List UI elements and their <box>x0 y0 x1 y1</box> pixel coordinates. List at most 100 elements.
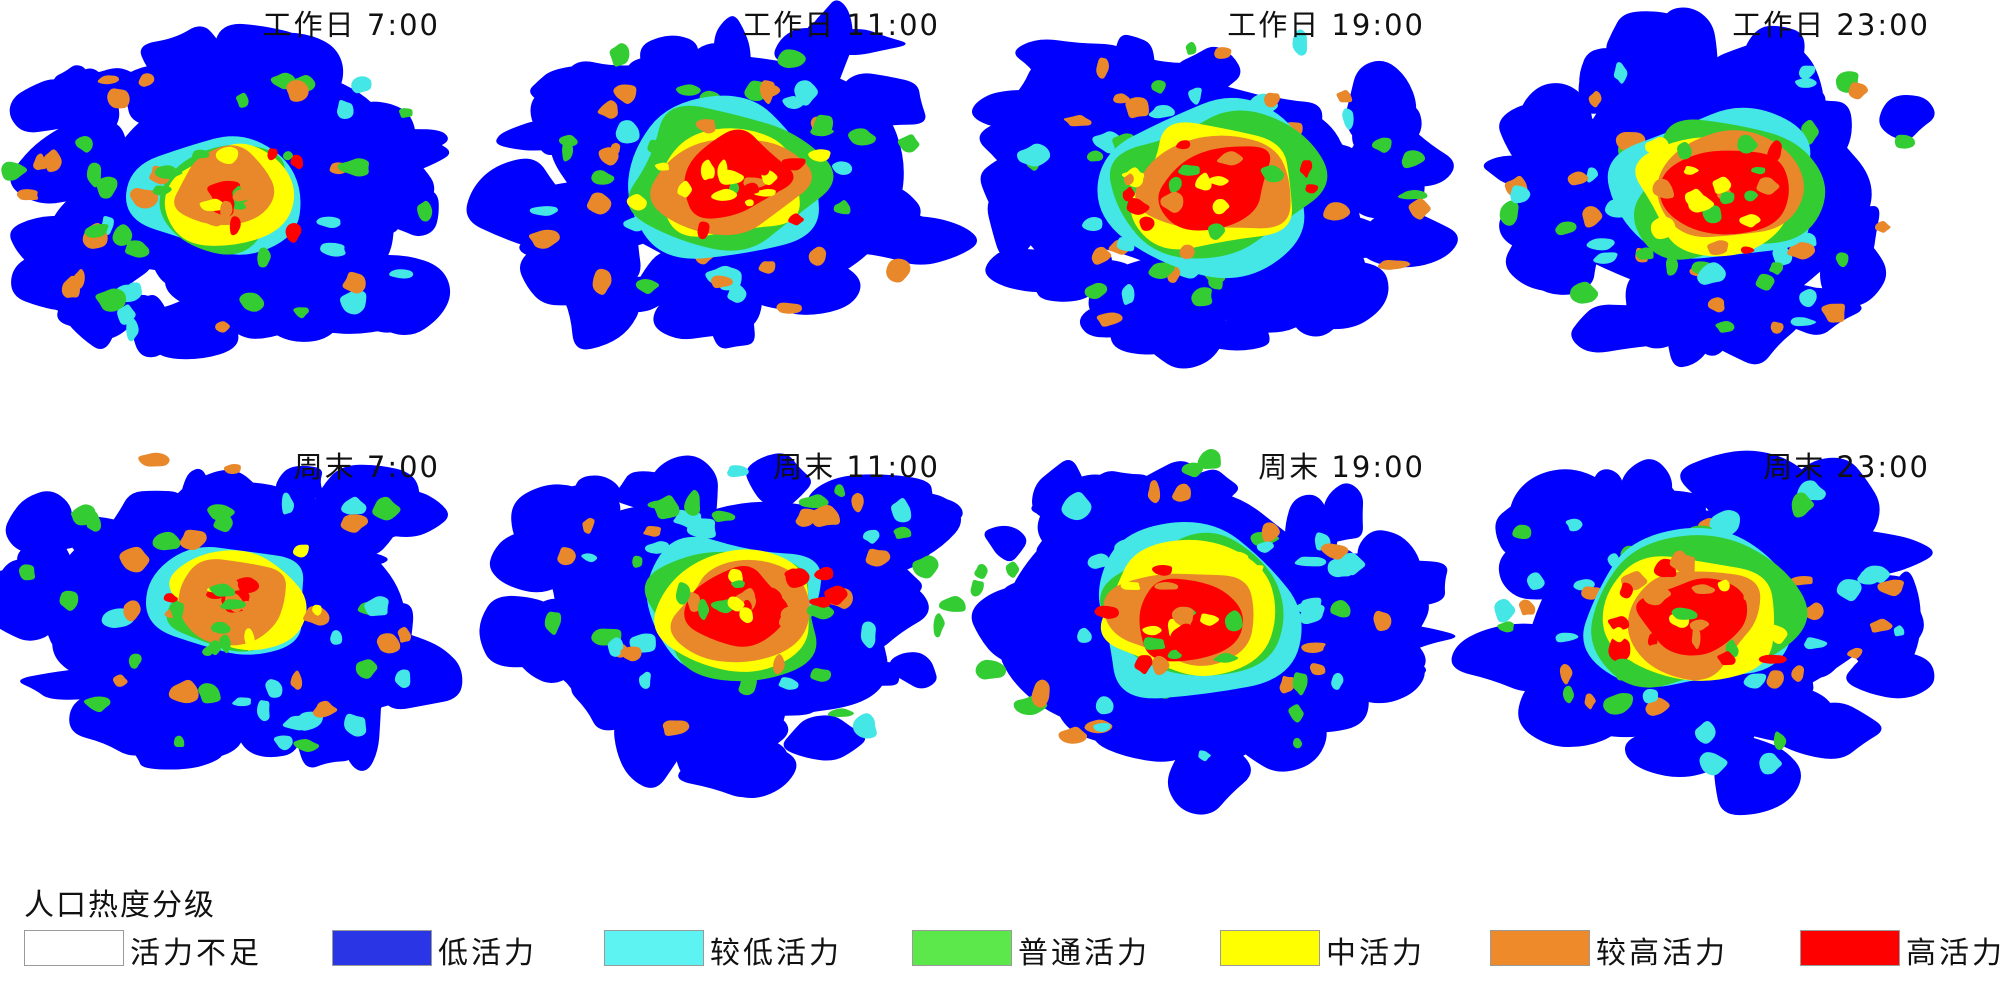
heat-blob <box>1151 80 1166 94</box>
heat-blob <box>154 165 183 179</box>
heat-blob <box>550 635 601 690</box>
heat-blob <box>1170 623 1195 642</box>
heat-blob <box>256 700 270 722</box>
heat-blob <box>257 247 271 268</box>
heat-blob <box>107 88 130 109</box>
heat-blob <box>615 120 640 144</box>
heat-blob <box>773 654 785 675</box>
heat-blob <box>718 169 745 185</box>
heat-blob <box>1167 649 1182 660</box>
heat-blob <box>1669 550 1692 574</box>
heat-blob <box>1751 166 1766 175</box>
heat-blob <box>1497 621 1515 633</box>
heat-blob <box>832 161 853 175</box>
heat-blob <box>1063 114 1092 127</box>
heat-blob <box>1769 624 1788 644</box>
heat-blob <box>1200 613 1220 626</box>
heat-blob <box>1121 283 1135 305</box>
heat-blob <box>678 735 788 798</box>
heat-blob <box>1758 654 1787 664</box>
heat-blob <box>677 180 692 198</box>
heat-blob <box>1743 588 1757 604</box>
heat-blob <box>700 159 715 181</box>
heat-blob <box>198 683 221 704</box>
heat-blob <box>1743 673 1767 689</box>
heatmap-weekday-0700 <box>1 23 451 360</box>
legend-swatch <box>24 930 124 966</box>
heat-blob <box>1126 198 1150 215</box>
heat-blob <box>1613 62 1628 84</box>
heat-blob <box>16 189 39 201</box>
heat-blob <box>1244 565 1264 574</box>
heat-blob <box>1086 150 1104 162</box>
heat-blob <box>1061 492 1092 521</box>
heat-blob <box>95 288 127 312</box>
heat-blob <box>1791 492 1815 518</box>
heat-blob <box>586 192 612 215</box>
heat-blob <box>1179 244 1195 260</box>
heat-blob <box>312 604 322 616</box>
heat-blob <box>1603 692 1634 715</box>
heat-blob <box>340 514 369 533</box>
heat-blob <box>72 504 96 526</box>
heat-blob <box>1798 65 1816 79</box>
legend-swatch <box>912 930 1012 966</box>
heat-blob <box>215 146 239 165</box>
legend-swatch <box>1490 930 1590 966</box>
heat-blob <box>1160 191 1184 213</box>
legend-label: 较高活力 <box>1596 936 1728 971</box>
heat-blob <box>597 100 618 119</box>
legend-label: 较低活力 <box>710 936 842 971</box>
heat-blob <box>1095 696 1114 715</box>
heat-blob <box>528 229 560 249</box>
heat-blob <box>112 674 128 687</box>
heat-blob <box>557 547 576 566</box>
heat-blob <box>1647 633 1658 646</box>
heat-blob <box>1185 41 1197 55</box>
heat-blob <box>417 200 433 222</box>
heat-blob <box>1652 178 1675 199</box>
heat-blob <box>626 193 647 211</box>
heat-blob <box>1208 176 1229 186</box>
heat-blob <box>18 564 36 581</box>
heat-blob <box>912 555 939 579</box>
heat-blob <box>886 258 911 283</box>
heat-blob <box>286 80 309 102</box>
heat-blob <box>810 668 832 682</box>
heat-blob <box>1835 252 1849 268</box>
heat-blob <box>620 646 642 662</box>
heat-blob <box>220 599 246 610</box>
heat-blob <box>312 700 338 718</box>
heat-blob <box>1212 198 1230 215</box>
heat-blob <box>834 484 846 498</box>
heat-blob <box>607 637 624 657</box>
heat-blob <box>1767 140 1782 163</box>
heat-blob <box>889 652 937 689</box>
legend-label: 普通活力 <box>1018 936 1150 971</box>
heat-blob <box>862 529 880 544</box>
heat-blob <box>1612 658 1636 681</box>
heat-blob <box>1565 518 1583 532</box>
heat-blob <box>1586 238 1615 251</box>
heat-blob <box>798 494 829 509</box>
heat-blob <box>1256 541 1274 553</box>
heat-blob <box>1216 151 1244 166</box>
heat-blob <box>125 240 150 258</box>
heat-blob <box>1499 200 1519 226</box>
heatmap-weekend-2300 <box>1451 450 1935 816</box>
heat-blob <box>1821 303 1846 323</box>
heat-blob <box>1756 177 1780 195</box>
heat-blob <box>1588 90 1602 108</box>
heat-blob <box>1122 186 1135 202</box>
heat-blob <box>1769 262 1784 275</box>
heat-blob <box>281 492 295 515</box>
heat-blob <box>1005 561 1020 578</box>
heat-blob <box>1836 579 1862 602</box>
heat-blob <box>1874 221 1891 233</box>
heat-blob <box>1 161 28 181</box>
heat-blob <box>290 154 304 170</box>
heat-blob <box>1305 184 1319 194</box>
heat-blob <box>1139 216 1155 231</box>
heat-blob <box>344 713 367 737</box>
heat-blob <box>199 198 226 212</box>
